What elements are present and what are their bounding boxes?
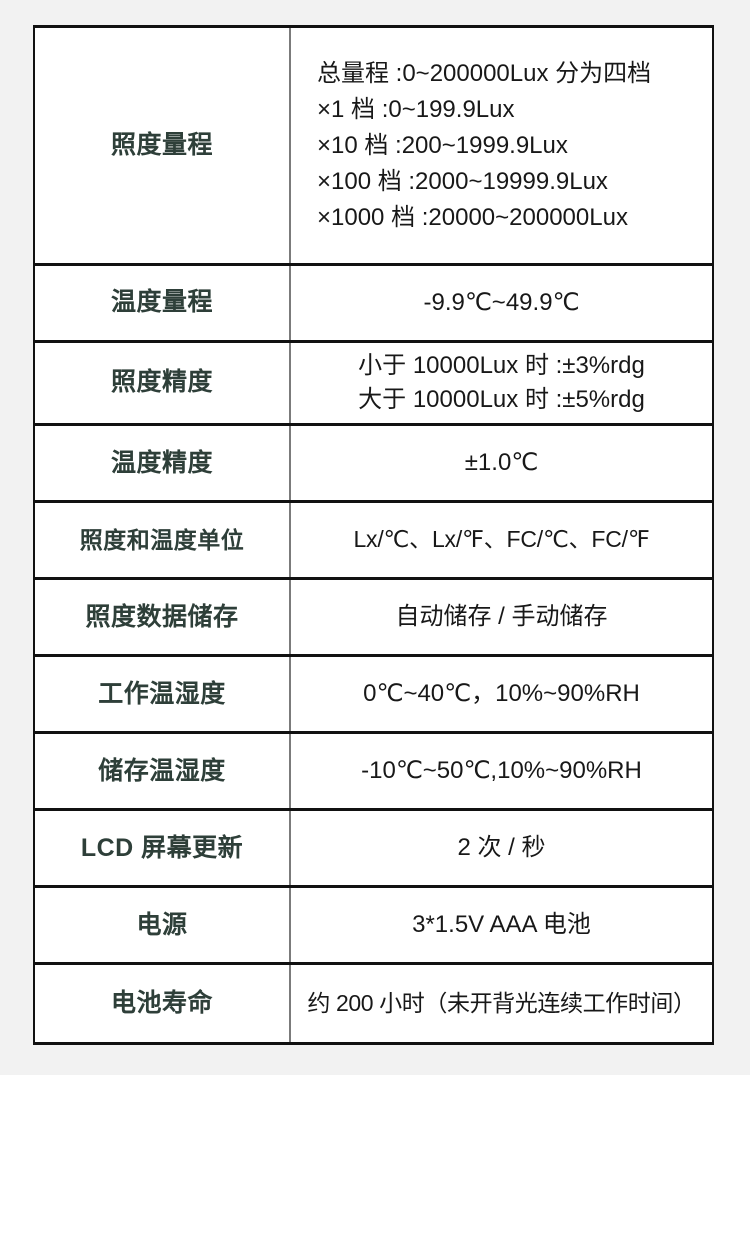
spec-label-cell: 电池寿命 xyxy=(35,965,291,1043)
spec-value-line: ×1 档 :0~199.9Lux xyxy=(317,95,515,123)
spec-value-cell: 总量程 :0~200000Lux 分为四档 ×1 档 :0~199.9Lux ×… xyxy=(291,28,712,263)
table-row: 照度和温度单位 Lx/℃、Lx/℉、FC/℃、FC/℉ xyxy=(35,503,712,581)
spec-value-line: ×100 档 :2000~19999.9Lux xyxy=(317,167,608,195)
spec-value-text: -9.9℃~49.9℃ xyxy=(423,288,580,316)
spec-label-text: 储存温湿度 xyxy=(98,756,226,785)
spec-value-text: 自动储存 / 手动储存 xyxy=(395,602,608,630)
spec-value-cell: ±1.0℃ xyxy=(291,426,712,500)
spec-value-cell: -10℃~50℃,10%~90%RH xyxy=(291,734,712,808)
spec-label-text: 电池寿命 xyxy=(110,989,213,1018)
spec-value-text: 3*1.5V AAA 电池 xyxy=(412,910,591,938)
table-row: 照度数据储存 自动储存 / 手动储存 xyxy=(35,580,712,658)
spec-value-cell: 约 200 小时（未开背光连续工作时间） xyxy=(291,965,712,1042)
spec-value-cell: 0℃~40℃，10%~90%RH xyxy=(291,657,712,731)
spec-value-text: ±1.0℃ xyxy=(464,448,539,476)
table-row: 照度量程 总量程 :0~200000Lux 分为四档 ×1 档 :0~199.9… xyxy=(35,28,712,266)
spec-label-text: 电源 xyxy=(136,910,188,939)
table-row: 电源 3*1.5V AAA 电池 xyxy=(35,888,712,966)
spec-label-cell: LCD 屏幕更新 xyxy=(35,811,291,886)
spec-label-cell: 照度数据储存 xyxy=(35,580,291,655)
spec-value-line: 大于 10000Lux 时 :±5%rdg xyxy=(358,386,645,414)
table-row: 储存温湿度 -10℃~50℃,10%~90%RH xyxy=(35,734,712,812)
spec-value-text: 0℃~40℃，10%~90%RH xyxy=(363,679,640,707)
spec-value-line: 总量程 :0~200000Lux 分为四档 xyxy=(317,59,652,87)
spec-value-cell: Lx/℃、Lx/℉、FC/℃、FC/℉ xyxy=(291,503,712,577)
spec-value-text: -10℃~50℃,10%~90%RH xyxy=(361,756,642,784)
specification-table: 照度量程 总量程 :0~200000Lux 分为四档 ×1 档 :0~199.9… xyxy=(33,25,714,1046)
table-row: LCD 屏幕更新 2 次 / 秒 xyxy=(35,811,712,889)
spec-label-text: 照度和温度单位 xyxy=(79,526,245,553)
spec-label-cell: 温度精度 xyxy=(35,426,291,501)
spec-label-text: 温度精度 xyxy=(110,448,213,477)
spec-label-cell: 照度量程 xyxy=(35,28,291,263)
spec-value-cell: 小于 10000Lux 时 :±3%rdg 大于 10000Lux 时 :±5%… xyxy=(291,343,712,423)
table-row: 照度精度 小于 10000Lux 时 :±3%rdg 大于 10000Lux 时… xyxy=(35,343,712,427)
spec-label-cell: 温度量程 xyxy=(35,266,291,340)
spec-label-cell: 照度和温度单位 xyxy=(35,503,291,578)
spec-value-line: ×10 档 :200~1999.9Lux xyxy=(317,131,568,159)
spec-label-text: 照度精度 xyxy=(110,368,213,397)
spec-value-cell: 3*1.5V AAA 电池 xyxy=(291,888,712,962)
spec-label-text: 照度数据储存 xyxy=(85,602,239,631)
spec-value-text: 约 200 小时（未开背光连续工作时间） xyxy=(307,989,696,1016)
table-row: 温度量程 -9.9℃~49.9℃ xyxy=(35,266,712,343)
spec-label-cell: 照度精度 xyxy=(35,343,291,424)
spec-label-cell: 储存温湿度 xyxy=(35,734,291,809)
spec-label-cell: 工作温湿度 xyxy=(35,657,291,732)
spec-label-text: 照度量程 xyxy=(110,130,213,159)
spec-value-multiline: 小于 10000Lux 时 :±3%rdg 大于 10000Lux 时 :±5%… xyxy=(299,349,704,417)
spec-value-multiline: 总量程 :0~200000Lux 分为四档 ×1 档 :0~199.9Lux ×… xyxy=(299,56,704,236)
spec-label-cell: 电源 xyxy=(35,888,291,963)
table-row: 工作温湿度 0℃~40℃，10%~90%RH xyxy=(35,657,712,735)
spec-label-text: LCD 屏幕更新 xyxy=(80,833,244,862)
spec-value-text: Lx/℃、Lx/℉、FC/℃、FC/℉ xyxy=(353,526,650,553)
spec-label-text: 工作温湿度 xyxy=(98,679,226,708)
spec-value-line: 小于 10000Lux 时 :±3%rdg xyxy=(358,352,645,379)
table-row: 电池寿命 约 200 小时（未开背光连续工作时间） xyxy=(35,965,712,1043)
spec-value-cell: 自动储存 / 手动储存 xyxy=(291,580,712,654)
spec-value-text: 2 次 / 秒 xyxy=(457,833,546,861)
spec-value-line: ×1000 档 :20000~200000Lux xyxy=(317,203,628,231)
table-row: 温度精度 ±1.0℃ xyxy=(35,426,712,504)
spec-value-cell: 2 次 / 秒 xyxy=(291,811,712,885)
spec-label-text: 温度量程 xyxy=(110,288,213,317)
spec-value-cell: -9.9℃~49.9℃ xyxy=(291,266,712,340)
